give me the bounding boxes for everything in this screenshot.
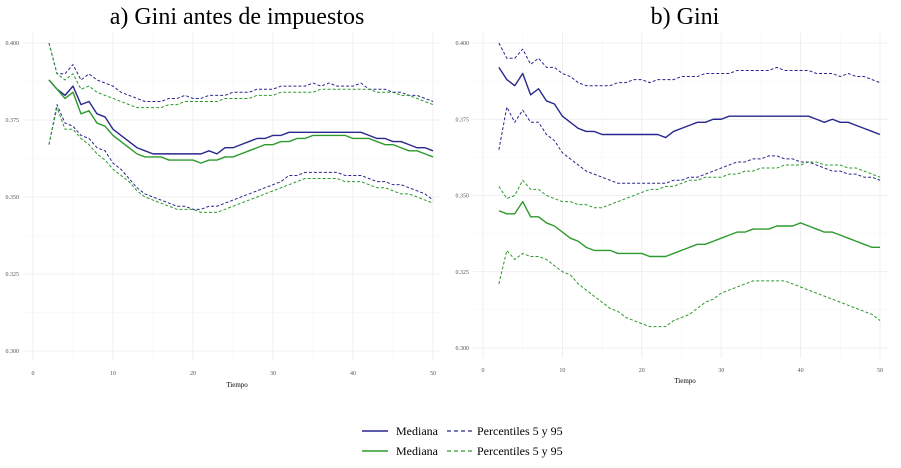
x-tick-label: 10 — [559, 368, 565, 374]
series-layer — [498, 42, 881, 328]
y-tick-label: 0.350 — [6, 195, 20, 201]
y-tick-label: 0.400 — [6, 41, 20, 47]
series-line-percentiles-blue — [498, 42, 881, 87]
x-tick-labels: 0 10 20 30 40 50 — [482, 368, 884, 374]
panel-title: a) Gini antes de impuestos — [110, 4, 365, 30]
x-tick-label: 40 — [798, 368, 804, 374]
legend-label-percentiles-blue: Percentiles 5 y 95 — [477, 424, 563, 438]
x-tick-label: 50 — [430, 371, 436, 377]
legend-label-mediana-blue: Mediana — [396, 424, 439, 438]
series-line-mediana-green — [48, 79, 434, 164]
series-line-percentiles-green — [48, 107, 434, 213]
series-line-mediana-blue — [498, 67, 881, 139]
panel-gini: b) Gini 0.300 0.325 0.350 0.375 0.400 0 10 20 3… — [456, 4, 888, 385]
series-line-percentiles-blue — [48, 42, 434, 103]
series-line-percentiles-blue — [498, 106, 881, 184]
y-tick-label: 0.375 — [456, 117, 470, 123]
series-line-percentiles-blue — [48, 104, 434, 210]
series-line-percentiles-green — [498, 249, 881, 328]
x-tick-labels: 0 10 20 30 40 50 — [32, 371, 437, 377]
x-tick-label: 20 — [190, 371, 196, 377]
series-line-percentiles-green — [48, 42, 434, 109]
x-tick-label: 0 — [32, 371, 35, 377]
legend: Mediana Percentiles 5 y 95 Mediana Perce… — [362, 424, 563, 458]
y-tick-label: 0.325 — [6, 272, 20, 278]
legend-label-mediana-green: Mediana — [396, 444, 439, 458]
series-line-mediana-green — [498, 200, 880, 258]
grid — [473, 33, 888, 358]
x-axis-label: Tiempo — [226, 381, 248, 389]
series-line-percentiles-green — [498, 161, 881, 209]
y-tick-labels: 0.300 0.325 0.350 0.375 0.400 — [6, 41, 20, 355]
y-tick-labels: 0.300 0.325 0.350 0.375 0.400 — [456, 41, 470, 352]
y-tick-label: 0.400 — [456, 41, 470, 47]
x-tick-label: 30 — [718, 368, 724, 374]
series-layer — [48, 42, 434, 213]
y-tick-label: 0.325 — [456, 270, 470, 276]
x-tick-label: 20 — [639, 368, 645, 374]
panel-gini-antes-de-impuestos: a) Gini antes de impuestos 0.3000.3250.3… — [6, 4, 441, 389]
x-tick-label: 0 — [482, 368, 485, 374]
x-tick-label: 40 — [350, 371, 356, 377]
x-tick-label: 50 — [877, 368, 883, 374]
y-tick-label: 0.375 — [6, 118, 20, 124]
y-tick-label: 0.300 — [456, 346, 470, 352]
y-tick-label: 0.300 — [6, 349, 20, 355]
legend-label-percentiles-green: Percentiles 5 y 95 — [477, 444, 563, 458]
x-axis-label: Tiempo — [674, 377, 696, 385]
panel-title: b) Gini — [651, 4, 720, 30]
x-tick-label: 10 — [110, 371, 116, 377]
y-tick-label: 0.350 — [456, 194, 470, 200]
x-tick-label: 30 — [270, 371, 276, 377]
series-line-mediana-blue — [48, 79, 434, 155]
grid — [23, 33, 441, 361]
